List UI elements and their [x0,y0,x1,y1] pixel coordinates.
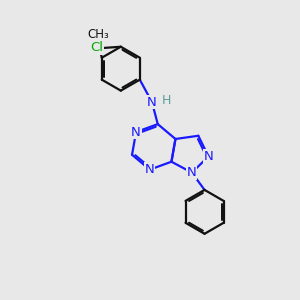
Text: N: N [187,166,197,179]
Text: N: N [204,150,213,163]
Text: N: N [147,96,157,109]
Text: Cl: Cl [90,41,103,54]
Text: N: N [131,125,141,139]
Text: CH₃: CH₃ [88,28,109,41]
Text: H: H [162,94,171,107]
Text: N: N [145,163,154,176]
